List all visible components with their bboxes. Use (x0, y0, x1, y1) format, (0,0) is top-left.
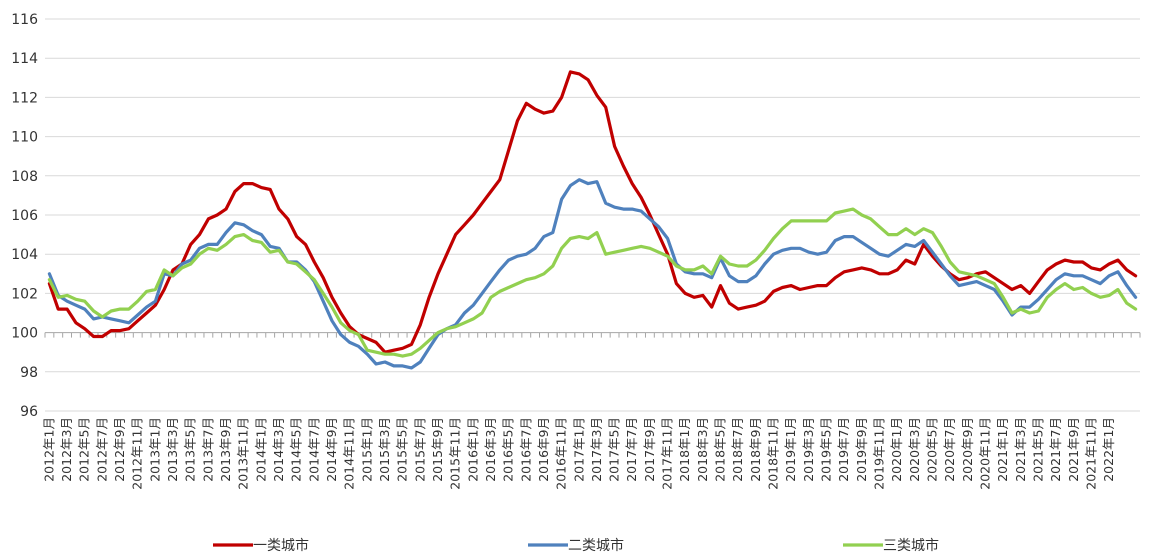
legend-label-3: 三类城市 (883, 537, 939, 554)
x-tick-label: 2015年5月 (395, 417, 410, 482)
x-tick-label: 2019年3月 (801, 417, 816, 482)
x-tick-label: 2018年3月 (695, 417, 710, 482)
x-tick-label: 2020年11月 (978, 417, 993, 490)
x-tick-label: 2017年7月 (624, 417, 639, 482)
y-tick-label: 104 (11, 247, 38, 263)
y-tick-label: 112 (11, 90, 38, 106)
x-tick-label: 2015年9月 (430, 417, 445, 482)
x-tick-label: 2018年7月 (730, 417, 745, 482)
x-tick-label: 2018年11月 (766, 417, 781, 490)
series-line-1 (47, 70, 1138, 354)
y-tick-label: 114 (11, 51, 38, 67)
x-tick-label: 2012年9月 (112, 417, 127, 482)
x-tick-label: 2014年7月 (306, 417, 321, 482)
x-tick-label: 2013年1月 (147, 417, 162, 482)
x-axis: 2012年1月 2012年3月 2012年5月 2012年7月 2012年9月 2012年… (41, 332, 1141, 490)
x-tick-label: 2015年3月 (377, 417, 392, 482)
x-tick-label: 2012年5月 (77, 417, 92, 482)
x-tick-label: 2021年3月 (1013, 417, 1028, 482)
x-tick-label: 2016年1月 (465, 417, 480, 482)
legend-label-2: 二类城市 (568, 537, 624, 554)
x-tick-label: 2016年9月 (536, 417, 551, 482)
x-tick-label: 2013年7月 (200, 417, 215, 482)
y-tick-label: 102 (11, 286, 38, 302)
x-tick-label: 2015年1月 (359, 417, 374, 482)
x-tick-label: 2021年9月 (1066, 417, 1081, 482)
x-tick-label: 2015年7月 (412, 417, 427, 482)
x-tick-label: 2021年7月 (1048, 417, 1063, 482)
x-tick-label: 2014年3月 (271, 417, 286, 482)
y-axis: 96 98 100 102 104 106 108 110 112 114 116 (11, 12, 38, 420)
y-tick-label: 116 (11, 12, 38, 28)
y-tick-label: 96 (20, 404, 38, 420)
x-tick-label: 2021年5月 (1030, 417, 1045, 482)
x-tick-label: 2017年1月 (571, 417, 586, 482)
x-tick-label: 2020年5月 (925, 417, 940, 482)
x-tick-label: 2018年1月 (677, 417, 692, 482)
x-tick-label: 2013年3月 (165, 417, 180, 482)
x-tick-label: 2018年9月 (748, 417, 763, 482)
x-tick-label: 2013年11月 (236, 417, 251, 490)
x-tick-label: 2019年9月 (854, 417, 869, 482)
x-tick-label: 2022年1月 (1101, 417, 1116, 482)
y-tick-label: 106 (11, 208, 38, 224)
y-tick-label: 110 (11, 130, 38, 146)
x-tick-label: 2016年7月 (518, 417, 533, 482)
y-tick-label: 98 (20, 365, 38, 381)
legend-label-1: 一类城市 (253, 537, 309, 554)
x-tick-label: 2017年11月 (660, 417, 675, 490)
x-tick-label: 2021年1月 (995, 417, 1010, 482)
x-tick-label: 2017年5月 (607, 417, 622, 482)
x-tick-label: 2019年7月 (836, 417, 851, 482)
x-tick-label: 2016年3月 (483, 417, 498, 482)
x-tick-label: 2021年11月 (1083, 417, 1098, 490)
x-tick-label: 2017年9月 (642, 417, 657, 482)
series-lines (47, 70, 1138, 370)
x-tick-label: 2015年11月 (448, 417, 463, 490)
x-tick-label: 2013年5月 (183, 417, 198, 482)
x-tick-label: 2020年9月 (960, 417, 975, 482)
x-tick-label: 2020年3月 (907, 417, 922, 482)
x-tick-label: 2012年3月 (59, 417, 74, 482)
series-line-2 (47, 178, 1138, 370)
x-tick-label: 2018年5月 (713, 417, 728, 482)
y-tick-label: 100 (11, 326, 38, 342)
series-line-3 (47, 207, 1138, 358)
x-tick-label: 2014年5月 (289, 417, 304, 482)
y-tick-label: 108 (11, 169, 38, 185)
x-tick-label: 2017年3月 (589, 417, 604, 482)
x-tick-label: 2019年11月 (872, 417, 887, 490)
x-tick-label: 2020年7月 (942, 417, 957, 482)
x-tick-label: 2014年9月 (324, 417, 339, 482)
x-tick-label: 2014年1月 (253, 417, 268, 482)
x-tick-label: 2016年11月 (554, 417, 569, 490)
x-tick-label: 2019年5月 (819, 417, 834, 482)
x-tick-label: 2012年1月 (41, 417, 56, 482)
x-tick-label: 2016年5月 (501, 417, 516, 482)
x-tick-label: 2019年1月 (783, 417, 798, 482)
legend: 一类城市 二类城市 三类城市 (213, 537, 939, 554)
x-tick-label: 2012年7月 (94, 417, 109, 482)
x-tick-label: 2020年1月 (889, 417, 904, 482)
x-tick-label: 2013年9月 (218, 417, 233, 482)
x-tick-label: 2012年11月 (130, 417, 145, 490)
x-tick-label: 2014年11月 (342, 417, 357, 490)
gridlines (45, 18, 1140, 412)
